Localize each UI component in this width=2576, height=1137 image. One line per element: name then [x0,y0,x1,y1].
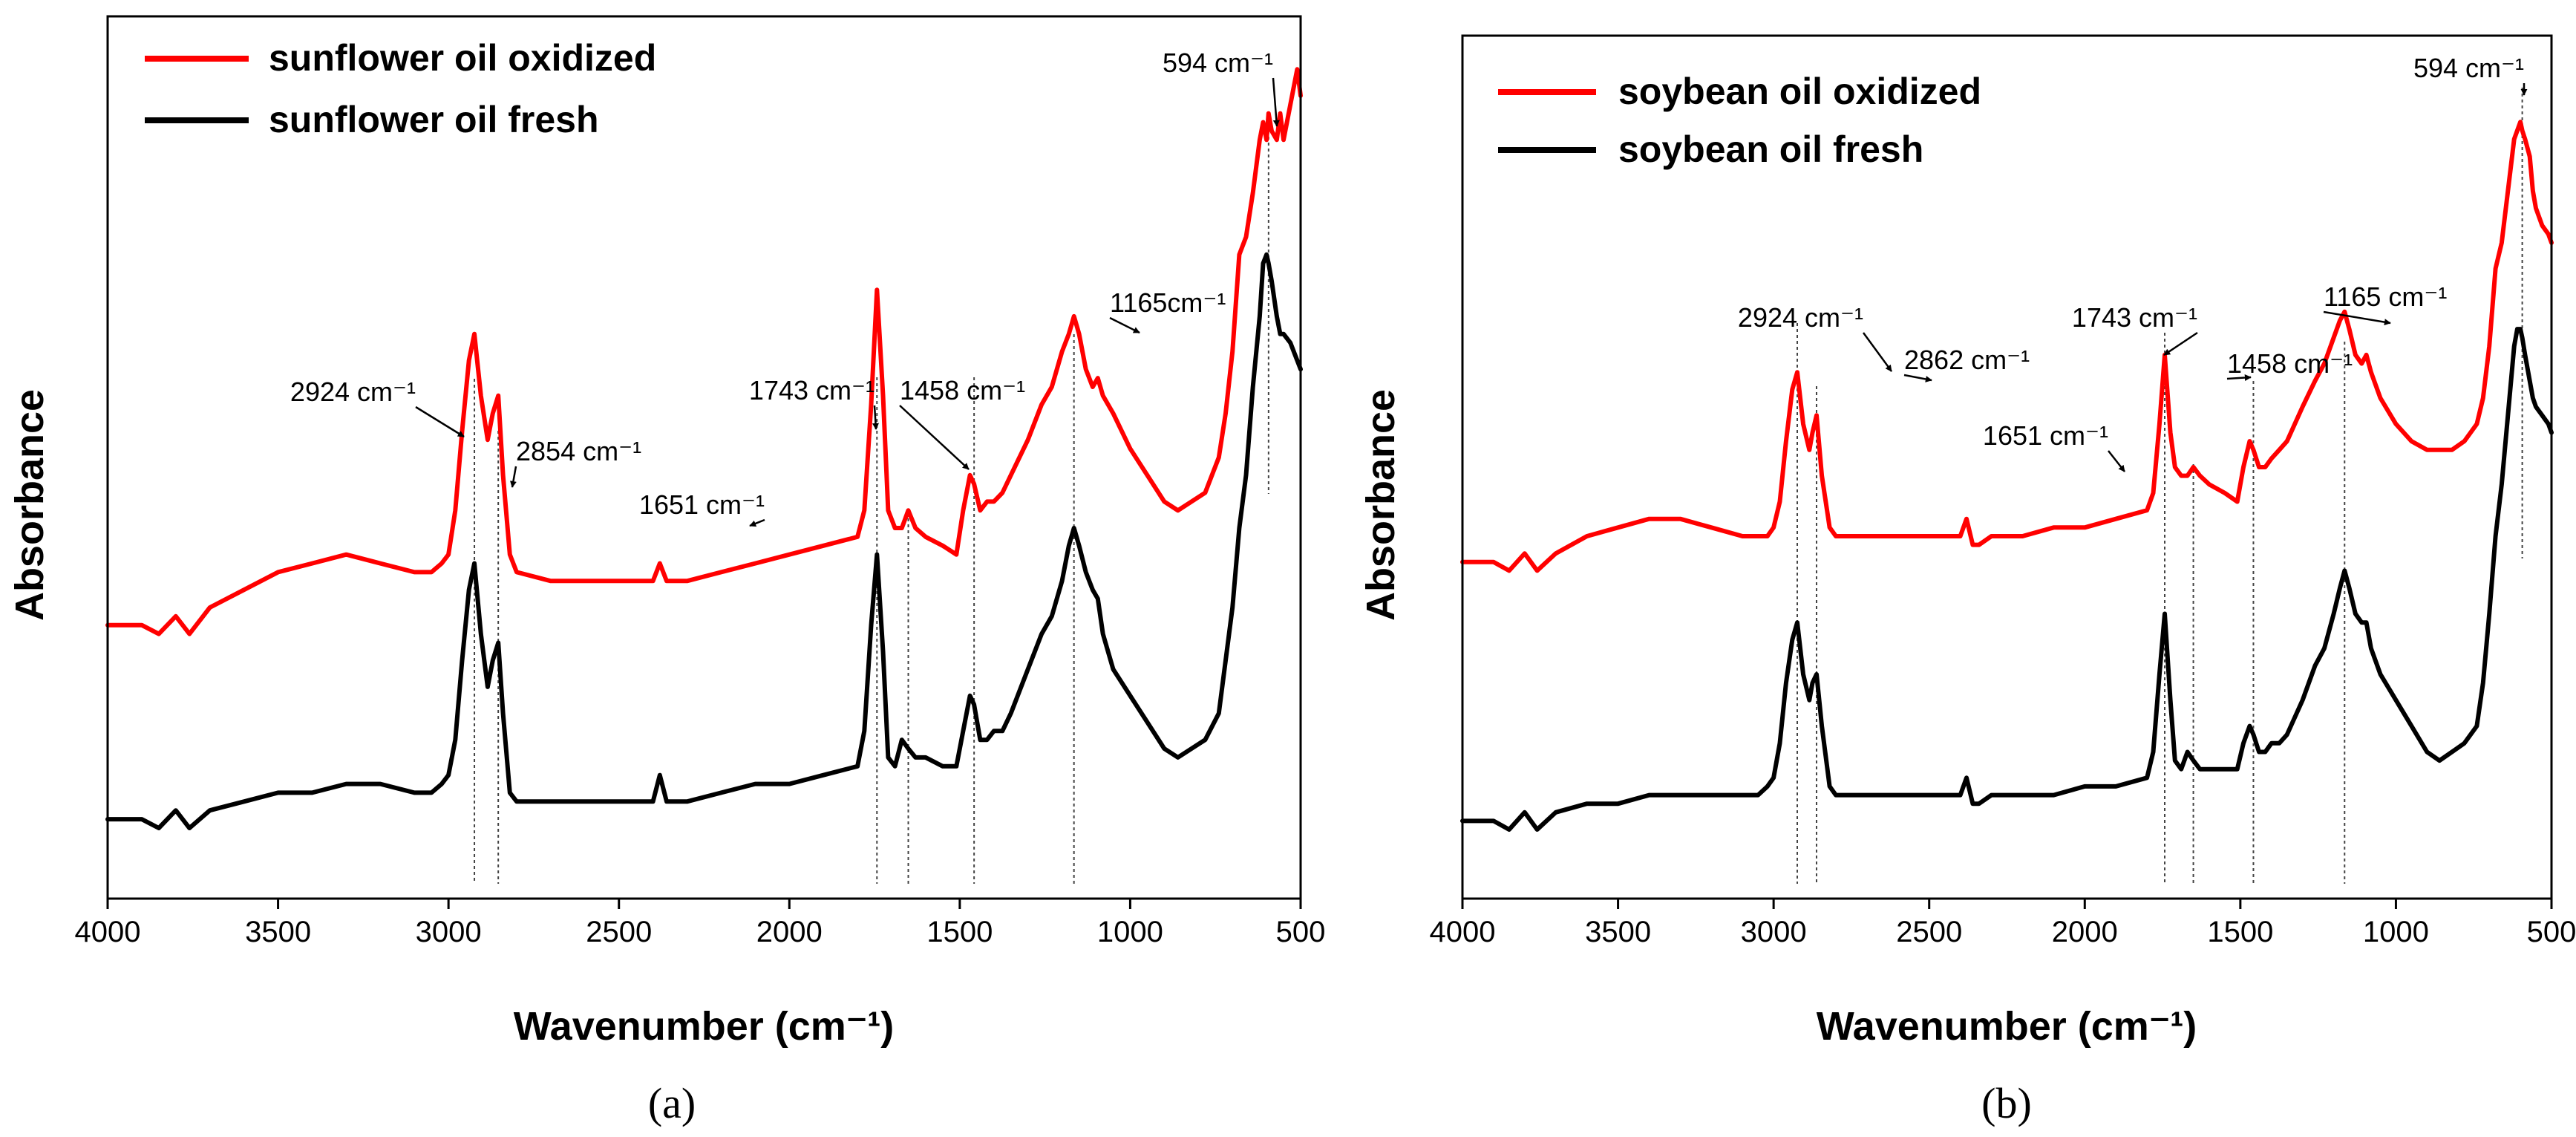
peak-guides [474,119,1269,884]
peak-annotation-label: 1743 cm⁻¹ [2072,302,2197,333]
annotation-arrow [2323,310,2391,326]
annotation-arrow [872,405,879,430]
x-tick-label: 4000 [1430,916,1496,948]
x-axis-title: Wavenumber (cm⁻¹) [514,1004,895,1049]
x-tick-label: 3500 [245,916,311,948]
series-line-oxidized [105,67,1303,636]
x-tick-label: 3500 [1585,916,1651,948]
x-tick-label: 2000 [756,916,823,948]
peak-annotation-label: 594 cm⁻¹ [2413,53,2524,83]
annotation-arrow [415,405,465,438]
series-line-oxidized [1460,120,2554,573]
peak-annotations: 2924 cm⁻¹ 2854 cm⁻¹ 1743 cm⁻¹ 1651 cm⁻¹ 1458… [290,48,1280,527]
peak-guides [1796,88,2523,884]
x-axis-title: Wavenumber (cm⁻¹) [1817,1004,2197,1049]
x-tick-label: 2500 [586,916,652,948]
panel-label: (a) [648,1079,696,1127]
peak-annotations: 2924 cm⁻¹ 2862 cm⁻¹ 1743 cm⁻¹ 1651 cm⁻¹ 1458… [1738,53,2528,472]
x-tick-label: 3000 [1741,916,1807,948]
peak-annotation-label: 594 cm⁻¹ [1163,48,1273,78]
plot-frame [106,15,1302,900]
y-axis-title: Absorbance [1359,389,1403,621]
peak-annotation-label: 2924 cm⁻¹ [290,377,416,407]
peak-annotation-label: 2854 cm⁻¹ [516,436,641,466]
x-tick-label: 2000 [2052,916,2118,948]
peak-annotation-label: 1165cm⁻¹ [1110,287,1226,318]
legend-label-oxidized: soybean oil oxidized [1618,71,1981,112]
peak-annotation-label: 1165 cm⁻¹ [2324,281,2447,312]
x-tick-label: 1000 [2363,916,2429,948]
x-tick-label: 500 [1276,916,1326,948]
plot-area [1460,120,2554,832]
legend-label-fresh: sunflower oil fresh [269,99,599,140]
annotation-arrow [1903,374,1932,382]
peak-annotation-label: 1743 cm⁻¹ [749,375,875,405]
annotation-arrow [2108,450,2125,472]
x-axis-ticks: 4000 3500 3000 2500 2000 1500 1000 500 [1430,899,2576,948]
y-axis-title: Absorbance [7,389,52,621]
x-tick-label: 1500 [2207,916,2273,948]
annotation-arrow [509,466,517,488]
annotation-arrow [749,518,765,527]
x-tick-label: 500 [2527,916,2576,948]
legend-label-fresh: soybean oil fresh [1618,128,1923,170]
panel-label: (b) [1981,1079,2032,1127]
annotation-arrow [1109,316,1140,334]
legend-label-oxidized: sunflower oil oxidized [269,37,656,79]
x-tick-label: 3000 [416,916,482,948]
x-tick-label: 1500 [926,916,993,948]
peak-annotation-label: 1651 cm⁻¹ [1983,420,2108,451]
panel-b: 4000 3500 3000 2500 2000 1500 1000 500 2924 cm⁻… [1359,34,2576,1127]
peak-annotation-label: 2924 cm⁻¹ [1738,302,1863,333]
peak-annotation-label: 2862 cm⁻¹ [1904,345,2030,375]
series-line-fresh [105,252,1303,830]
panel-a: 4000 3500 3000 2500 2000 1500 1000 500 2924 cm⁻… [7,15,1326,1127]
peak-annotation-label: 1651 cm⁻¹ [639,489,765,520]
plot-frame [1461,34,2553,900]
annotation-arrow [1862,332,1893,372]
series-line-fresh [1460,327,2554,832]
annotation-arrow [2163,331,2198,356]
x-axis-ticks: 4000 3500 3000 2500 2000 1500 1000 500 [75,899,1326,948]
peak-annotation-label: 1458 cm⁻¹ [2227,348,2353,379]
legend: soybean oil oxidized soybean oil fresh [1498,71,1981,170]
annotation-arrow [2226,374,2252,381]
x-tick-label: 2500 [1896,916,1962,948]
x-tick-label: 4000 [75,916,141,948]
legend: sunflower oil oxidized sunflower oil fre… [145,37,656,140]
plot-area [105,67,1303,830]
annotation-arrow [1272,77,1280,127]
x-tick-label: 1000 [1097,916,1163,948]
annotation-arrow [899,405,970,470]
peak-annotation-label: 1458 cm⁻¹ [900,375,1025,405]
